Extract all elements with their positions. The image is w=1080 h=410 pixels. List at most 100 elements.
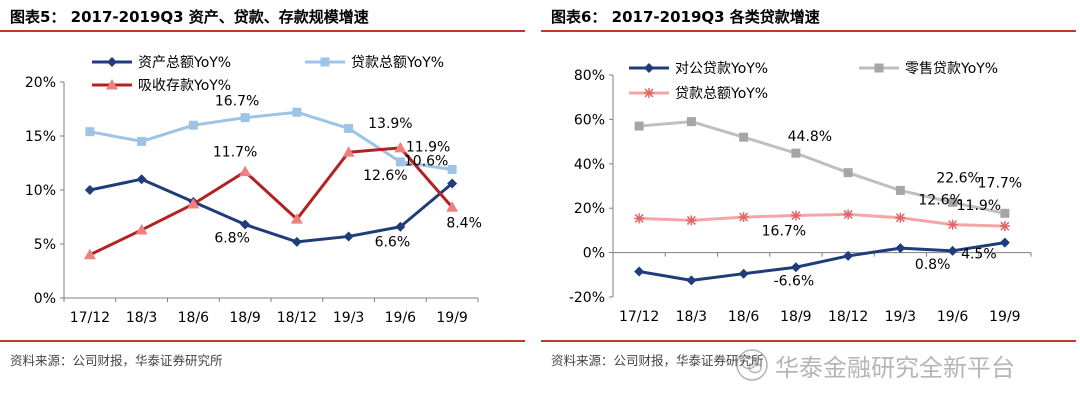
data-point xyxy=(343,231,354,242)
x-tick-label: 18/12 xyxy=(277,310,317,326)
data-point xyxy=(999,237,1010,248)
data-point xyxy=(895,212,906,223)
data-label: 11.7% xyxy=(213,145,257,161)
data-point xyxy=(738,268,749,279)
legend-swatch-marker xyxy=(644,63,654,73)
figure-5-panel: 图表5： 2017-2019Q3 资产、贷款、存款规模增速 0% 5% 10% 15%… xyxy=(0,0,525,410)
y-tick-label: 20% xyxy=(25,75,56,91)
data-label: 11.9% xyxy=(957,198,1001,214)
data-label: 12.6% xyxy=(918,193,962,209)
data-point xyxy=(290,213,303,224)
data-label: 17.7% xyxy=(978,175,1022,191)
series-line xyxy=(639,212,1005,228)
data-point xyxy=(344,123,354,133)
data-point xyxy=(895,185,905,195)
legend-swatch-marker xyxy=(874,63,884,73)
x-tick-label: 19/9 xyxy=(436,310,467,326)
source-note: 资料来源：公司财报，华泰证券研究所 xyxy=(10,353,223,368)
title-divider xyxy=(541,30,1076,32)
data-point xyxy=(394,141,407,153)
figure-title: 图表6： 2017-2019Q3 各类贷款增速 xyxy=(551,8,820,26)
y-tick-label: 20% xyxy=(574,201,605,217)
data-point xyxy=(291,236,302,247)
x-tick-label: 19/6 xyxy=(385,310,417,326)
data-point xyxy=(999,221,1010,232)
y-tick-label: 80% xyxy=(574,68,605,84)
data-label: 10.6% xyxy=(404,154,448,170)
data-label: 22.6% xyxy=(936,170,980,186)
title-divider xyxy=(0,30,525,32)
x-tick-label: 19/9 xyxy=(989,309,1020,325)
legend-swatch-marker xyxy=(106,79,118,90)
y-tick-label: 5% xyxy=(34,237,56,253)
series-line xyxy=(638,241,1006,282)
data-point xyxy=(447,164,457,174)
legend-label: 资产总额YoY% xyxy=(138,55,231,71)
x-tick-label: 19/3 xyxy=(333,310,364,326)
data-point xyxy=(947,219,958,230)
watermark-text: 华泰金融研究全新平台 xyxy=(775,353,1015,382)
y-tick-label: 10% xyxy=(25,183,56,199)
x-tick-label: 17/12 xyxy=(70,310,110,326)
data-point xyxy=(240,113,250,123)
data-point xyxy=(686,117,696,127)
data-point xyxy=(948,197,958,207)
y-tick-label: 40% xyxy=(574,157,605,173)
data-point xyxy=(292,107,302,117)
data-point xyxy=(634,121,644,131)
y-tick-label: 0% xyxy=(34,291,56,307)
data-label: 0.8% xyxy=(915,257,951,273)
data-point xyxy=(395,221,406,232)
data-point xyxy=(239,165,252,177)
data-label: 11.9% xyxy=(406,139,450,155)
data-label: 6.8% xyxy=(214,231,250,247)
data-label: 16.7% xyxy=(762,224,806,240)
legend-swatch-marker xyxy=(107,57,117,67)
series-line xyxy=(89,146,454,257)
data-point xyxy=(85,127,95,137)
data-point xyxy=(240,219,251,230)
data-point xyxy=(446,201,459,212)
data-point xyxy=(686,215,697,226)
x-tick-label: 17/12 xyxy=(619,309,659,325)
data-point xyxy=(843,209,854,220)
figure-title: 图表5： 2017-2019Q3 资产、贷款、存款规模增速 xyxy=(10,8,369,26)
legend-label: 对公贷款YoY% xyxy=(675,61,768,77)
legend-swatch-marker xyxy=(320,57,330,67)
data-point xyxy=(790,262,801,273)
data-label: 4.5% xyxy=(961,247,997,263)
data-point xyxy=(447,178,458,189)
data-point xyxy=(188,120,198,130)
data-point xyxy=(136,174,147,185)
data-point xyxy=(395,157,405,167)
series-line xyxy=(89,110,453,171)
watermark: 华泰金融研究全新平台 xyxy=(735,345,1015,385)
data-label: 6.6% xyxy=(375,235,411,251)
data-label: 13.9% xyxy=(368,116,412,132)
data-point xyxy=(137,136,147,146)
data-point xyxy=(634,213,645,224)
x-tick-label: 18/6 xyxy=(728,309,760,325)
y-tick-label: 15% xyxy=(25,129,56,145)
data-point xyxy=(634,266,645,277)
x-tick-label: 18/9 xyxy=(780,309,811,325)
legend-label: 贷款总额YoY% xyxy=(675,86,768,102)
y-tick-label: 0% xyxy=(583,246,605,262)
growth-line-chart-assets-loans-deposits: 0% 5% 10% 15% 20% 17/12 18/3 18/6 18/9 18/12 19/3 1… xyxy=(25,55,482,326)
data-point xyxy=(739,132,749,142)
growth-line-chart-loan-types: -20% 0% 20% 40% 60% 80% 17/12 18/3 18/6 18/9 18/12… xyxy=(569,61,1032,325)
source-divider xyxy=(541,340,1076,342)
data-label: 44.8% xyxy=(788,129,832,145)
legend-label: 吸收存款YoY% xyxy=(138,78,231,94)
series-line xyxy=(638,120,1006,215)
data-label: 12.6% xyxy=(363,168,407,184)
data-point xyxy=(84,185,95,195)
x-tick-label: 18/12 xyxy=(828,309,868,325)
x-tick-label: 18/9 xyxy=(229,310,260,326)
data-point xyxy=(791,148,801,158)
figure-6-panel: 图表6： 2017-2019Q3 各类贷款增速 -20% 0% 20% 40% 60% 8… xyxy=(541,0,1076,410)
x-tick-label: 19/3 xyxy=(885,309,916,325)
data-label: 8.4% xyxy=(446,215,482,231)
data-point xyxy=(790,210,801,221)
series-line xyxy=(89,177,454,244)
